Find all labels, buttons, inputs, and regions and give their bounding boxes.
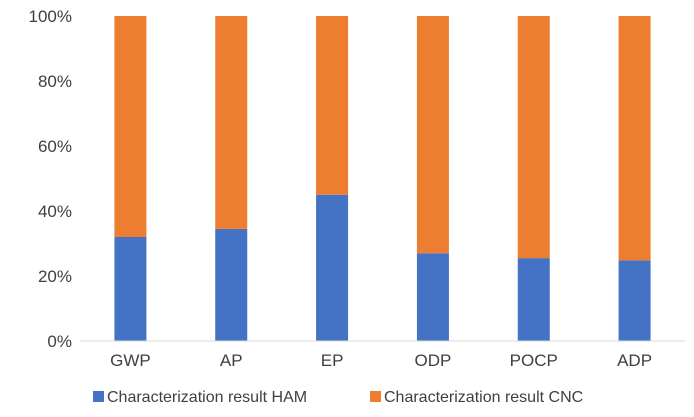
x-axis-ticks: GWP AP EP ODP POCP ADP xyxy=(110,351,652,370)
bar-odp-characterization-result-ham xyxy=(416,253,449,341)
bar-pocp-characterization-result-ham xyxy=(517,258,550,342)
x-tick-label: EP xyxy=(321,351,344,370)
bar-pocp-characterization-result-cnc xyxy=(517,16,550,259)
x-tick-label: ODP xyxy=(414,351,451,370)
bar-odp-characterization-result-cnc xyxy=(416,16,449,254)
x-tick-label: GWP xyxy=(110,351,151,370)
y-tick-label: 80% xyxy=(38,72,72,91)
x-tick-label: ADP xyxy=(617,351,652,370)
legend-label: Characterization result HAM xyxy=(107,389,307,406)
y-tick-label: 20% xyxy=(38,267,72,286)
bar-ep-characterization-result-cnc xyxy=(316,16,349,195)
legend: Characterization result HAM Characterizat… xyxy=(93,389,583,406)
y-tick-label: 0% xyxy=(47,332,72,351)
legend-swatch xyxy=(370,391,381,402)
bar-ap-characterization-result-cnc xyxy=(215,16,248,229)
bar-ep-characterization-result-ham xyxy=(316,194,349,341)
bars-layer xyxy=(114,16,651,342)
x-tick-label: AP xyxy=(220,351,243,370)
y-tick-label: 40% xyxy=(38,202,72,221)
legend-swatch xyxy=(93,391,104,402)
bar-gwp-characterization-result-cnc xyxy=(114,16,147,237)
bar-ap-characterization-result-ham xyxy=(215,228,248,342)
x-tick-label: POCP xyxy=(510,351,558,370)
y-axis-ticks: 0% 20% 40% 60% 80% 100% xyxy=(29,7,72,351)
legend-label: Characterization result CNC xyxy=(384,389,583,406)
bar-gwp-characterization-result-ham xyxy=(114,237,147,341)
bar-adp-characterization-result-cnc xyxy=(618,16,651,261)
y-tick-label: 60% xyxy=(38,137,72,156)
bar-adp-characterization-result-ham xyxy=(618,260,651,341)
y-tick-label: 100% xyxy=(29,7,72,26)
